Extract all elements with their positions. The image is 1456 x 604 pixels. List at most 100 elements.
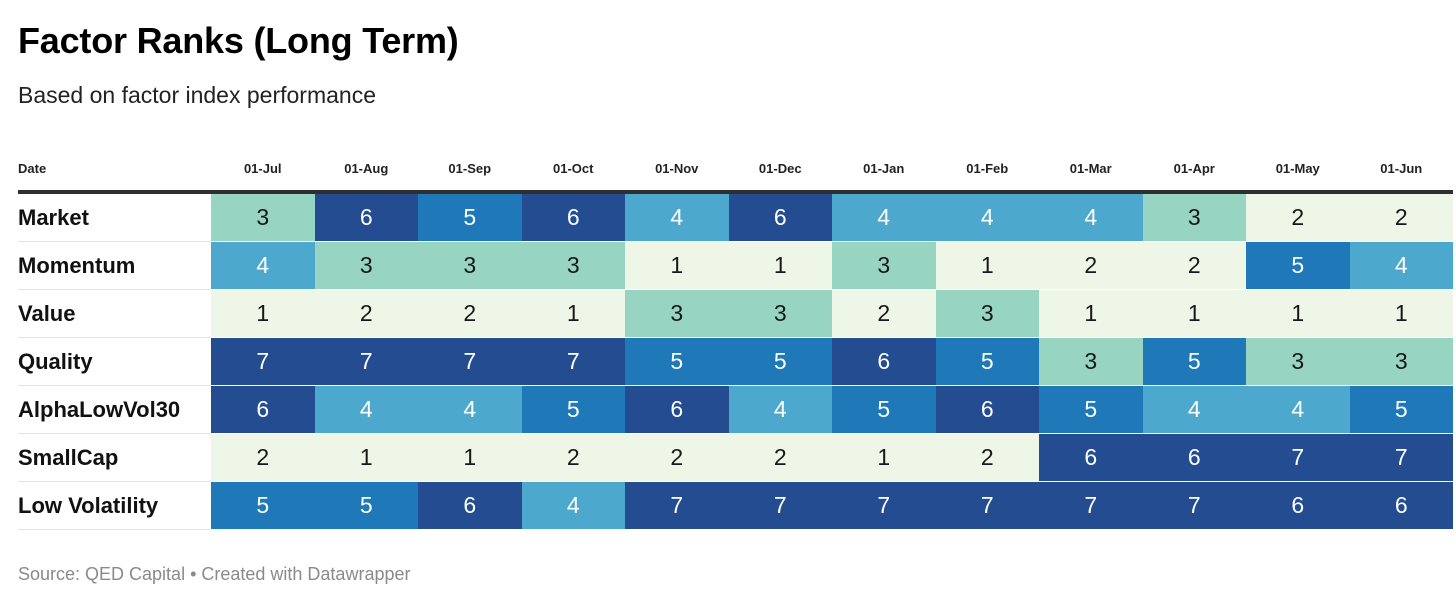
chart-subtitle: Based on factor index performance xyxy=(18,82,376,108)
row-header-label: Date xyxy=(18,150,211,194)
heatmap-cell: 7 xyxy=(314,337,418,386)
heatmap-cell: 6 xyxy=(1039,433,1143,482)
row-label: Market xyxy=(18,192,211,242)
heatmap-cell: 6 xyxy=(625,385,729,434)
heatmap-cell: 4 xyxy=(1142,385,1246,434)
heatmap-cell: 5 xyxy=(418,192,522,242)
heatmap-cell: 2 xyxy=(314,289,418,338)
heatmap-row: Quality 7 7 7 7 5 5 6 5 3 5 3 3 xyxy=(18,337,1453,386)
heatmap-cell: 7 xyxy=(521,337,625,386)
heatmap-cell: 1 xyxy=(521,289,625,338)
heatmap-cell: 3 xyxy=(521,241,625,290)
heatmap-cell: 4 xyxy=(1246,385,1350,434)
heatmap-cell: 3 xyxy=(728,289,832,338)
heatmap-cell: 2 xyxy=(1349,192,1453,242)
heatmap-cell: 3 xyxy=(1039,337,1143,386)
heatmap-cell: 4 xyxy=(832,192,936,242)
heatmap-cell: 1 xyxy=(625,241,729,290)
column-header: 01-Oct xyxy=(521,150,625,194)
heatmap-cell: 7 xyxy=(728,481,832,530)
heatmap-cell: 1 xyxy=(728,241,832,290)
heatmap-cell: 6 xyxy=(935,385,1039,434)
heatmap-cell: 5 xyxy=(314,481,418,530)
heatmap-row: AlphaLowVol30 6 4 4 5 6 4 5 6 5 4 4 5 xyxy=(18,385,1453,434)
heatmap-cell: 6 xyxy=(211,385,315,434)
heatmap-cell: 3 xyxy=(211,192,315,242)
heatmap-cell: 4 xyxy=(625,192,729,242)
row-label: Low Volatility xyxy=(18,481,211,530)
column-header: 01-Nov xyxy=(625,150,729,194)
heatmap-cell: 4 xyxy=(314,385,418,434)
heatmap-cell: 2 xyxy=(728,433,832,482)
heatmap-body: Market 3 6 5 6 4 6 4 4 4 3 2 2 Momentum 4 3 3 3 1 1 3 1 2 2 5 4 Va… xyxy=(18,192,1453,530)
heatmap-cell: 1 xyxy=(211,289,315,338)
row-label: AlphaLowVol30 xyxy=(18,385,211,434)
heatmap-cell: 3 xyxy=(935,289,1039,338)
heatmap-cell: 4 xyxy=(728,385,832,434)
heatmap-cell: 5 xyxy=(728,337,832,386)
heatmap-row: SmallCap 2 1 1 2 2 2 1 2 6 6 7 7 xyxy=(18,433,1453,482)
heatmap-cell: 1 xyxy=(314,433,418,482)
source-note: Source: QED Capital • Created with Dataw… xyxy=(18,564,411,584)
heatmap-cell: 1 xyxy=(1142,289,1246,338)
column-header: 01-Sep xyxy=(418,150,522,194)
heatmap-cell: 2 xyxy=(1039,241,1143,290)
heatmap-cell: 6 xyxy=(314,192,418,242)
heatmap-cell: 2 xyxy=(211,433,315,482)
heatmap-cell: 1 xyxy=(1349,289,1453,338)
heatmap-cell: 3 xyxy=(314,241,418,290)
heatmap-cell: 1 xyxy=(418,433,522,482)
heatmap-cell: 5 xyxy=(1246,241,1350,290)
column-header: 01-Apr xyxy=(1142,150,1246,194)
row-label: Value xyxy=(18,289,211,338)
heatmap-cell: 2 xyxy=(832,289,936,338)
heatmap-cell: 5 xyxy=(521,385,625,434)
heatmap-cell: 4 xyxy=(521,481,625,530)
heatmap-row: Value 1 2 2 1 3 3 2 3 1 1 1 1 xyxy=(18,289,1453,338)
chart-title: Factor Ranks (Long Term) xyxy=(18,20,459,61)
column-header: 01-Jan xyxy=(832,150,936,194)
heatmap-cell: 3 xyxy=(1142,192,1246,242)
column-header: 01-Jun xyxy=(1349,150,1453,194)
heatmap-cell: 1 xyxy=(1039,289,1143,338)
heatmap-cell: 6 xyxy=(728,192,832,242)
heatmap-cell: 2 xyxy=(625,433,729,482)
heatmap-cell: 5 xyxy=(1142,337,1246,386)
heatmap-cell: 5 xyxy=(1349,385,1453,434)
heatmap-cell: 3 xyxy=(418,241,522,290)
heatmap-cell: 5 xyxy=(625,337,729,386)
heatmap-cell: 6 xyxy=(521,192,625,242)
column-header: 01-Jul xyxy=(211,150,315,194)
heatmap-row: Market 3 6 5 6 4 6 4 4 4 3 2 2 xyxy=(18,192,1453,242)
heatmap-cell: 5 xyxy=(211,481,315,530)
heatmap-cell: 4 xyxy=(1039,192,1143,242)
heatmap-cell: 6 xyxy=(1142,433,1246,482)
column-header: 01-Dec xyxy=(728,150,832,194)
heatmap-cell: 5 xyxy=(832,385,936,434)
heatmap-cell: 6 xyxy=(1349,481,1453,530)
heatmap-cell: 7 xyxy=(1039,481,1143,530)
heatmap-cell: 7 xyxy=(832,481,936,530)
row-label: SmallCap xyxy=(18,433,211,482)
heatmap-cell: 7 xyxy=(625,481,729,530)
heatmap-cell: 7 xyxy=(1349,433,1453,482)
heatmap-table-container: Date 01-Jul 01-Aug 01-Sep 01-Oct 01-Nov 01-De… xyxy=(18,150,1453,530)
heatmap-cell: 6 xyxy=(832,337,936,386)
heatmap-cell: 6 xyxy=(418,481,522,530)
heatmap-cell: 7 xyxy=(1246,433,1350,482)
heatmap-cell: 5 xyxy=(935,337,1039,386)
heatmap-cell: 2 xyxy=(1142,241,1246,290)
row-label: Momentum xyxy=(18,241,211,290)
heatmap-cell: 2 xyxy=(521,433,625,482)
header-row: Date 01-Jul 01-Aug 01-Sep 01-Oct 01-Nov 01-De… xyxy=(18,150,1453,194)
heatmap-row: Low Volatility 5 5 6 4 7 7 7 7 7 7 6 6 xyxy=(18,481,1453,530)
heatmap-cell: 3 xyxy=(832,241,936,290)
heatmap-cell: 3 xyxy=(1349,337,1453,386)
heatmap-cell: 2 xyxy=(1246,192,1350,242)
row-label: Quality xyxy=(18,337,211,386)
heatmap-cell: 4 xyxy=(211,241,315,290)
heatmap-cell: 4 xyxy=(418,385,522,434)
heatmap-cell: 7 xyxy=(1142,481,1246,530)
heatmap-cell: 4 xyxy=(935,192,1039,242)
heatmap-cell: 1 xyxy=(1246,289,1350,338)
